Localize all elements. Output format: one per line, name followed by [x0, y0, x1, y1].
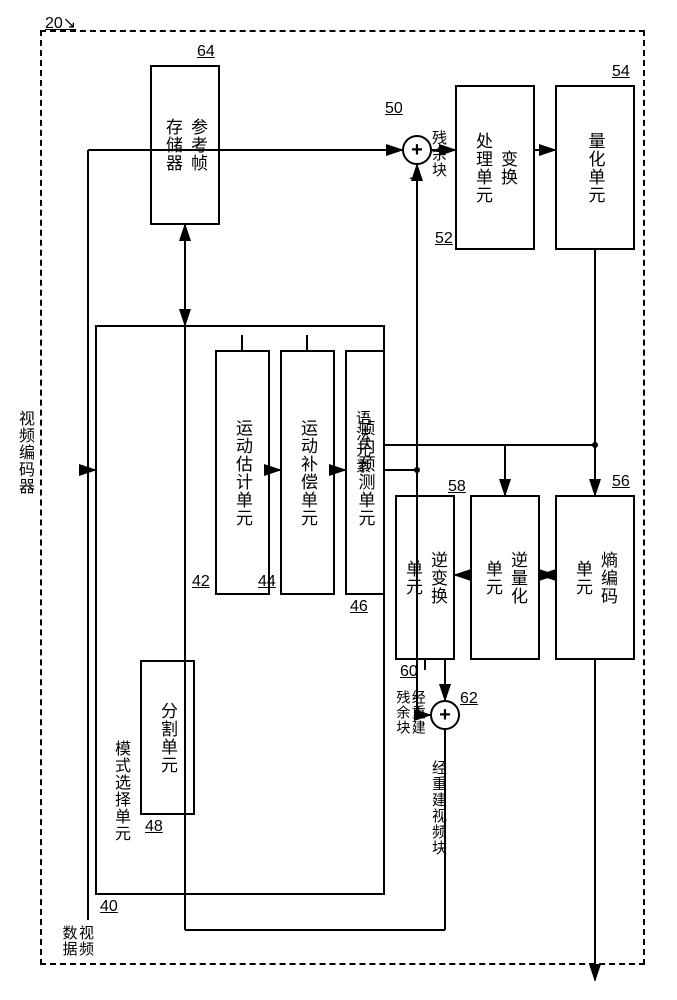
partition-box: 分割单元 — [140, 660, 195, 815]
transform-label: 变换 处理单元 — [470, 132, 520, 204]
residual-label: 残余块 — [428, 130, 449, 178]
input-label: 视频 数据 — [60, 925, 93, 957]
inv-transform-label: 逆变换 单元 — [400, 551, 450, 605]
summer2-num: 62 — [460, 690, 478, 708]
intra-pred-num: 46 — [350, 598, 368, 616]
inv-quant-box: 逆量化 单元 — [470, 495, 540, 660]
inv-transform-box: 逆变换 单元 — [395, 495, 455, 660]
quant-label: 量化单元 — [583, 132, 608, 204]
encoder-title: 视频编码器 — [12, 410, 36, 495]
encoder-num: 20↘ — [45, 13, 76, 33]
motion-est-box: 运动估计单元 — [215, 350, 270, 595]
entropy-num: 56 — [612, 473, 630, 491]
quant-num: 54 — [612, 63, 630, 81]
motion-est-label: 运动估计单元 — [230, 419, 255, 527]
summer1-minus: − — [409, 168, 420, 189]
entropy-box: 熵编码 单元 — [555, 495, 635, 660]
motion-comp-box: 运动补偿单元 — [280, 350, 335, 595]
recon-video-label: 经重建视频块 — [428, 760, 449, 856]
transform-num: 52 — [435, 230, 453, 248]
motion-comp-num: 44 — [258, 573, 276, 591]
inv-quant-num: 58 — [448, 478, 466, 496]
entropy-label: 熵编码 单元 — [570, 551, 620, 605]
syntax-label: 语法元素 — [352, 410, 373, 474]
ref-frame-box: 参考帧 存储器 — [150, 65, 220, 225]
motion-comp-label: 运动补偿单元 — [295, 419, 320, 527]
inv-quant-label: 逆量化 单元 — [480, 551, 530, 605]
quant-box: 量化单元 — [555, 85, 635, 250]
motion-est-num: 42 — [192, 573, 210, 591]
recon-residual-label: 经重建 残余块 — [395, 690, 426, 735]
inv-transform-num: 60 — [400, 663, 418, 681]
partition-num: 48 — [145, 818, 163, 836]
transform-box: 变换 处理单元 — [455, 85, 535, 250]
partition-label: 分割单元 — [155, 702, 180, 774]
mode-select-num: 40 — [100, 898, 118, 916]
num-20: 20 — [45, 15, 63, 32]
mode-select-label: 模式选择单元 — [108, 740, 132, 842]
ref-frame-label: 参考帧 存储器 — [160, 118, 210, 172]
summer-2: + — [430, 700, 460, 730]
summer1-num: 50 — [385, 100, 403, 118]
ref-frame-num: 64 — [197, 43, 215, 61]
